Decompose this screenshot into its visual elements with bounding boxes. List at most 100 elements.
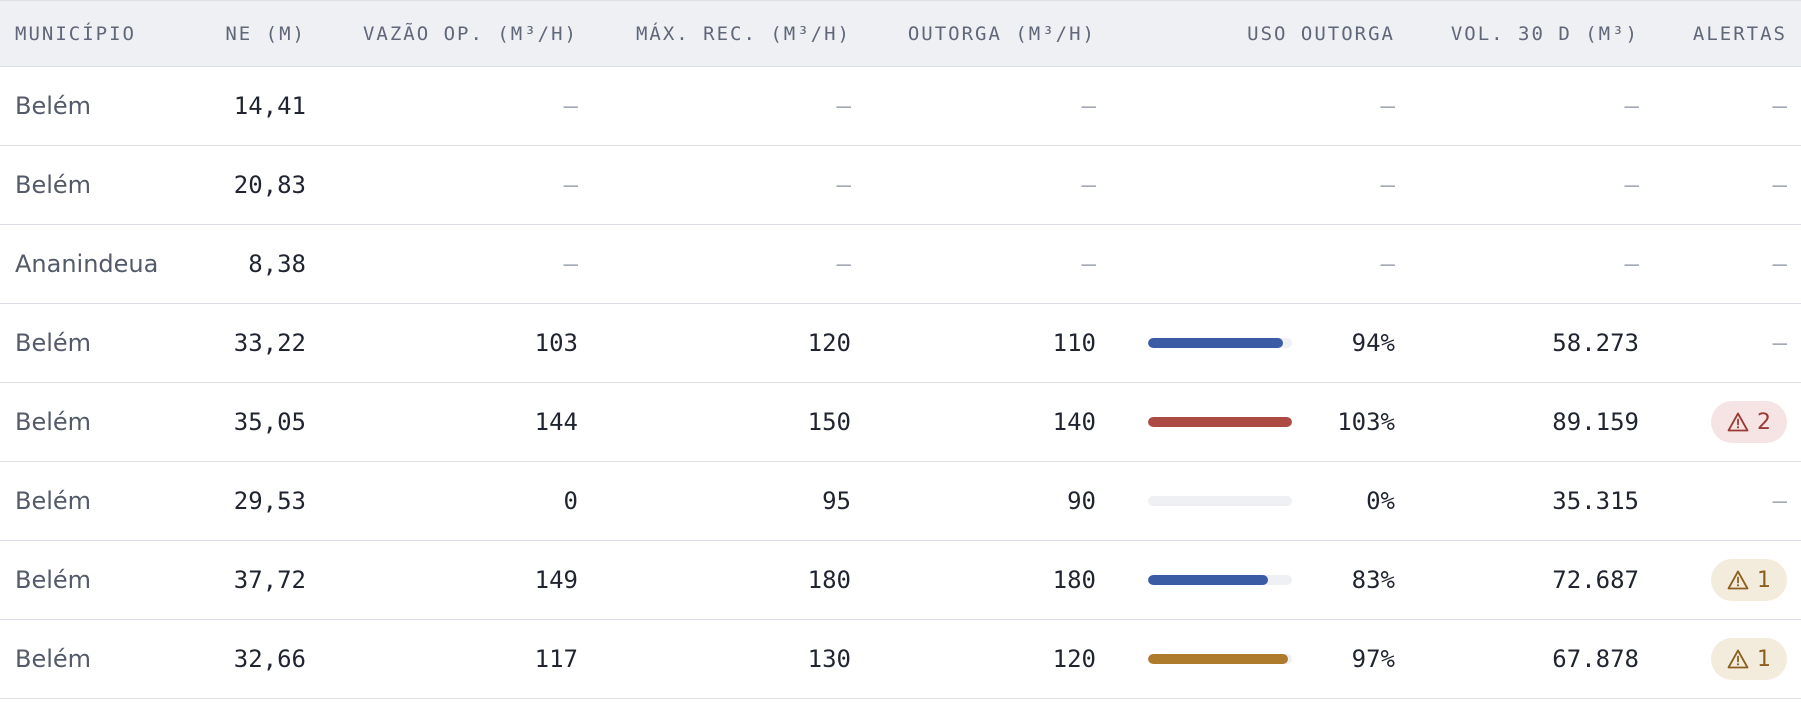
- cell-ne: 8,38: [180, 224, 320, 304]
- usage-percent: 103%: [1337, 408, 1395, 436]
- usage-bar-fill: [1148, 338, 1284, 348]
- column-header-vol-30d[interactable]: VOL. 30 D (M³): [1409, 0, 1653, 67]
- usage-percent: 97%: [1351, 645, 1395, 673]
- cell-vol-30d: 72.687: [1409, 540, 1653, 620]
- table-row[interactable]: Belém 14,41— — — — — —: [0, 66, 1801, 146]
- column-header-outorga[interactable]: OUTORGA (M³/H): [865, 0, 1110, 67]
- cell-ne: 14,41: [180, 66, 320, 146]
- cell-ne: 37,72: [180, 540, 320, 620]
- column-header-alertas[interactable]: ALERTAS: [1653, 0, 1801, 67]
- cell-alertas: —: [1653, 145, 1801, 225]
- cell-max-rec: 150: [592, 382, 865, 462]
- cell-vol-30d: —: [1409, 224, 1653, 304]
- table-row[interactable]: Belém 32,66 117 130 120 97% 67.878 1: [0, 619, 1801, 699]
- column-header-ne[interactable]: NE (M): [180, 0, 320, 67]
- cell-vazao: 144: [320, 382, 592, 462]
- alert-badge[interactable]: 1: [1711, 638, 1787, 680]
- cell-outorga: —: [865, 224, 1110, 304]
- warning-icon: [1727, 570, 1749, 590]
- cell-municipio: Belém: [0, 303, 180, 383]
- cell-outorga: 120: [865, 619, 1110, 699]
- table-row[interactable]: Ananindeua 8,38— — — — — —: [0, 224, 1801, 304]
- usage-percent: 0%: [1366, 487, 1395, 515]
- table-row[interactable]: Belém 29,53 0 95 90 0% 35.315—: [0, 461, 1801, 541]
- cell-vazao: 117: [320, 619, 592, 699]
- cell-vol-30d: 35.315: [1409, 461, 1653, 541]
- table-row[interactable]: Belém 37,72 149 180 180 83% 72.687 1: [0, 540, 1801, 620]
- cell-outorga: 180: [865, 540, 1110, 620]
- cell-vazao: —: [320, 66, 592, 146]
- cell-municipio: Belém: [0, 461, 180, 541]
- column-header-max-rec[interactable]: MÁX. REC. (M³/H): [592, 0, 865, 67]
- cell-vazao: 149: [320, 540, 592, 620]
- uso-outorga-indicator: 97%: [1110, 645, 1409, 673]
- alert-badge[interactable]: 2: [1711, 401, 1787, 443]
- cell-alertas: —: [1653, 303, 1801, 383]
- column-header-uso-outorga[interactable]: USO OUTORGA: [1110, 0, 1409, 67]
- usage-bar-fill: [1148, 654, 1288, 664]
- alert-count: 2: [1757, 409, 1771, 435]
- cell-alertas: 1: [1653, 619, 1801, 699]
- cell-ne: 29,53: [180, 461, 320, 541]
- cell-uso-outorga: —: [1110, 66, 1409, 146]
- usage-bar-fill: [1148, 417, 1292, 427]
- table-body: Belém 14,41— — — — — — Belém 20,83— — — — — — Ananinde…: [0, 66, 1801, 699]
- cell-max-rec: —: [592, 145, 865, 225]
- cell-max-rec: 130: [592, 619, 865, 699]
- cell-municipio: Belém: [0, 382, 180, 462]
- usage-bar-track: [1148, 654, 1292, 664]
- alert-count: 1: [1757, 646, 1771, 672]
- uso-outorga-indicator: 94%: [1110, 329, 1409, 357]
- usage-bar-track: [1148, 496, 1292, 506]
- cell-alertas: —: [1653, 224, 1801, 304]
- cell-uso-outorga: 0%: [1110, 461, 1409, 541]
- cell-max-rec: 120: [592, 303, 865, 383]
- cell-uso-outorga: 97%: [1110, 619, 1409, 699]
- cell-vol-30d: —: [1409, 66, 1653, 146]
- uso-outorga-indicator: 83%: [1110, 566, 1409, 594]
- cell-outorga: —: [865, 145, 1110, 225]
- column-header-municipio[interactable]: MUNICÍPIO: [0, 0, 180, 67]
- cell-alertas: 2: [1653, 382, 1801, 462]
- cell-uso-outorga: 83%: [1110, 540, 1409, 620]
- table-row[interactable]: Belém 35,05 144 150 140 103% 89.159 2: [0, 382, 1801, 462]
- cell-max-rec: —: [592, 66, 865, 146]
- cell-outorga: —: [865, 66, 1110, 146]
- uso-outorga-indicator: 103%: [1110, 408, 1409, 436]
- cell-vol-30d: —: [1409, 145, 1653, 225]
- table-row[interactable]: Belém 33,22 103 120 110 94% 58.273—: [0, 303, 1801, 383]
- cell-uso-outorga: —: [1110, 145, 1409, 225]
- cell-alertas: 1: [1653, 540, 1801, 620]
- cell-vazao: 103: [320, 303, 592, 383]
- cell-uso-outorga: —: [1110, 224, 1409, 304]
- cell-ne: 35,05: [180, 382, 320, 462]
- cell-max-rec: 180: [592, 540, 865, 620]
- cell-municipio: Belém: [0, 540, 180, 620]
- usage-bar-fill: [1148, 575, 1268, 585]
- warning-icon: [1727, 412, 1749, 432]
- usage-bar-track: [1148, 417, 1292, 427]
- cell-outorga: 140: [865, 382, 1110, 462]
- usage-bar-track: [1148, 338, 1292, 348]
- table-row[interactable]: Belém 20,83— — — — — —: [0, 145, 1801, 225]
- alert-badge[interactable]: 1: [1711, 559, 1787, 601]
- cell-max-rec: 95: [592, 461, 865, 541]
- cell-municipio: Belém: [0, 619, 180, 699]
- cell-municipio: Belém: [0, 145, 180, 225]
- cell-vol-30d: 67.878: [1409, 619, 1653, 699]
- cell-vazao: —: [320, 224, 592, 304]
- cell-municipio: Belém: [0, 66, 180, 146]
- warning-icon: [1727, 649, 1749, 669]
- cell-outorga: 110: [865, 303, 1110, 383]
- cell-max-rec: —: [592, 224, 865, 304]
- cell-ne: 32,66: [180, 619, 320, 699]
- cell-outorga: 90: [865, 461, 1110, 541]
- cell-vazao: 0: [320, 461, 592, 541]
- column-header-vazao[interactable]: VAZÃO OP. (M³/H): [320, 0, 592, 67]
- table-header-row: MUNICÍPIO NE (M) VAZÃO OP. (M³/H) MÁX. R…: [0, 0, 1801, 67]
- uso-outorga-indicator: 0%: [1110, 487, 1409, 515]
- cell-uso-outorga: 94%: [1110, 303, 1409, 383]
- cell-alertas: —: [1653, 461, 1801, 541]
